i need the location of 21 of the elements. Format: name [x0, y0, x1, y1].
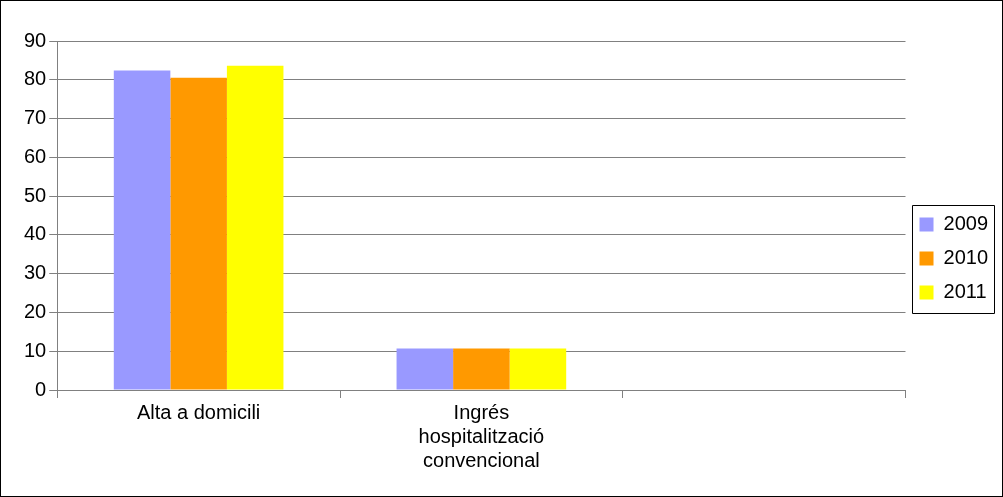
- y-tick-label: 30: [24, 261, 47, 284]
- y-tick-label: 0: [35, 377, 47, 400]
- y-tick-label: 60: [24, 144, 47, 167]
- x-tick-label: Ingrés hospitalització convencional: [418, 400, 545, 471]
- y-tick-label: 10: [24, 338, 47, 361]
- y-tick-label: 90: [24, 28, 47, 51]
- legend-label: 2009: [943, 212, 989, 235]
- y-tick-label: 20: [24, 299, 47, 322]
- bar: [170, 77, 227, 390]
- bar: [226, 65, 284, 390]
- y-tick-label: 40: [24, 222, 47, 245]
- legend-label: 2010: [943, 246, 989, 269]
- bar: [453, 348, 510, 390]
- x-tick-label: Alta a domicili: [136, 400, 261, 423]
- y-tick-label: 80: [24, 67, 47, 90]
- legend-label: 2011: [943, 280, 987, 303]
- y-tick-label: 70: [24, 106, 47, 129]
- bar: [396, 348, 454, 390]
- bar: [509, 348, 567, 390]
- bar: [113, 70, 171, 390]
- y-tick-label: 50: [24, 183, 47, 206]
